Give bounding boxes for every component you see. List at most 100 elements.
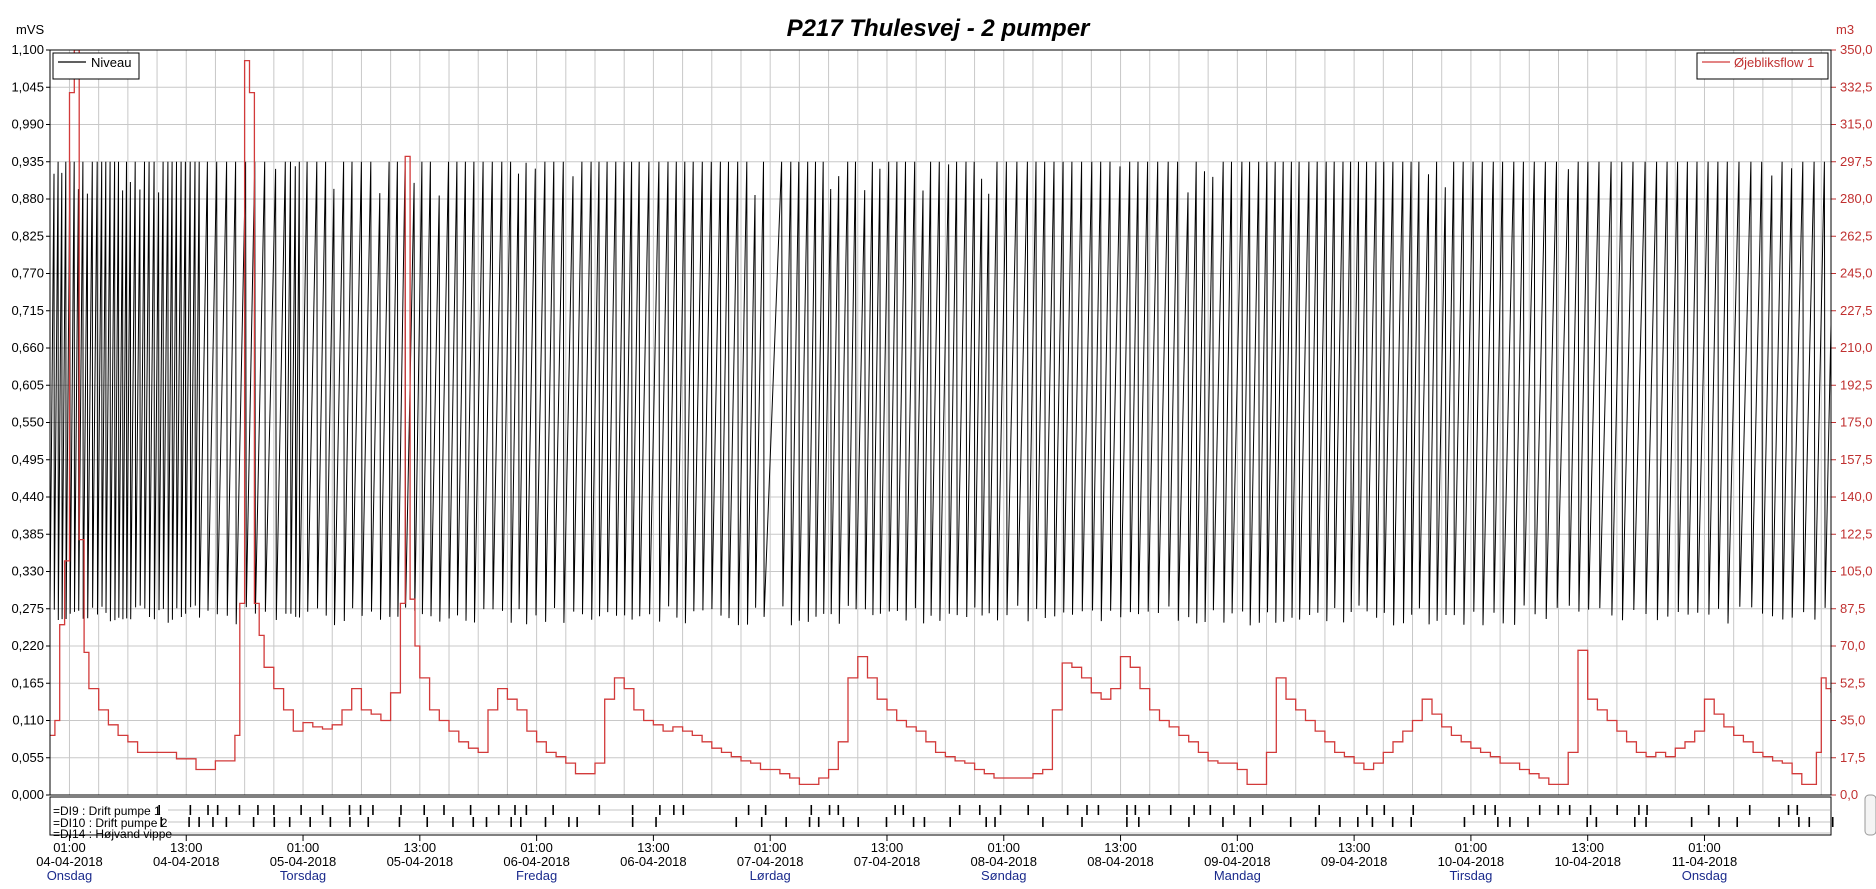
- right-tick-label: 280,0: [1840, 191, 1873, 206]
- x-tick-date: 07-04-2018: [737, 854, 804, 869]
- right-tick-label: 70,0: [1840, 638, 1865, 653]
- right-tick-label: 105,0: [1840, 564, 1873, 579]
- chart-title: P217 Thulesvej - 2 pumper: [787, 15, 1091, 42]
- right-tick-label: 35,0: [1840, 713, 1865, 728]
- di-label-2: =DI10 : Drift pumpe 2: [53, 816, 168, 830]
- left-tick-label: 0,550: [11, 415, 44, 430]
- left-tick-label: 0,715: [11, 303, 44, 318]
- left-tick-label: 0,605: [11, 377, 44, 392]
- left-axis-ticks: 0,000 0,055 0,110 0,165 0,220 0,275 0,330 0,385…: [11, 42, 50, 802]
- x-tick-day: Mandag: [1214, 868, 1261, 883]
- left-tick-label: 0,935: [11, 154, 44, 169]
- legend-label-niveau: Niveau: [91, 55, 131, 70]
- x-tick-time: 13:00: [404, 840, 437, 855]
- x-tick-date: 04-04-2018: [153, 854, 220, 869]
- x-tick-day: Søndag: [981, 868, 1027, 883]
- x-tick-time: 13:00: [637, 840, 670, 855]
- x-tick-date: 07-04-2018: [854, 854, 921, 869]
- x-tick-day: Torsdag: [280, 868, 326, 883]
- x-tick-date: 04-04-2018: [36, 854, 103, 869]
- di-strip-frame: [49, 796, 1832, 836]
- left-tick-label: 0,330: [11, 564, 44, 579]
- legend-label-flow: Øjebliksflow 1: [1734, 55, 1814, 70]
- series-line-niveau: [50, 161, 1831, 626]
- left-tick-label: 0,440: [11, 489, 44, 504]
- x-tick-date: 10-04-2018: [1554, 854, 1621, 869]
- x-tick-time: 01:00: [987, 840, 1020, 855]
- x-tick-date: 09-04-2018: [1321, 854, 1388, 869]
- x-tick-time: 13:00: [1571, 840, 1604, 855]
- di-label-1: =DI9 : Drift pumpe 1: [53, 804, 161, 818]
- plot-frame: [49, 49, 1832, 796]
- left-tick-label: 0,275: [11, 601, 44, 616]
- x-tick-time: 01:00: [1221, 840, 1254, 855]
- x-tick-date: 08-04-2018: [1087, 854, 1154, 869]
- right-axis-unit: m3: [1836, 22, 1854, 37]
- left-tick-label: 1,045: [11, 79, 44, 94]
- left-tick-label: 0,220: [11, 638, 44, 653]
- x-tick-time: 01:00: [754, 840, 787, 855]
- left-tick-label: 0,385: [11, 526, 44, 541]
- x-tick-time: 01:00: [287, 840, 320, 855]
- di-label-3: =DI14 : Højvand vippe: [53, 827, 172, 841]
- right-tick-label: 175,0: [1840, 415, 1873, 430]
- left-tick-label: 0,770: [11, 266, 44, 281]
- scroll-handle[interactable]: [1864, 794, 1876, 836]
- left-tick-label: 1,100: [11, 42, 44, 57]
- x-tick-date: 06-04-2018: [503, 854, 570, 869]
- x-tick-day: Tirsdag: [1449, 868, 1492, 883]
- x-tick-date: 05-04-2018: [270, 854, 337, 869]
- x-tick-time: 01:00: [1455, 840, 1488, 855]
- series-line-flow: [50, 50, 1831, 786]
- di-rows: [168, 809, 1831, 834]
- right-axis-ticks: 0,0 17,5 35,0 52,5 70,0 87,5 105,0 122,5 140,0 15…: [1831, 42, 1873, 802]
- right-tick-label: 245,0: [1840, 266, 1873, 281]
- right-tick-label: 0,0: [1840, 787, 1858, 802]
- left-tick-label: 0,880: [11, 191, 44, 206]
- right-tick-label: 52,5: [1840, 675, 1865, 690]
- x-tick-date: 06-04-2018: [620, 854, 687, 869]
- right-tick-label: 157,5: [1840, 452, 1873, 467]
- left-tick-label: 0,165: [11, 675, 44, 690]
- right-tick-label: 192,5: [1840, 377, 1873, 392]
- left-tick-label: 0,110: [12, 713, 44, 728]
- x-tick-time: 13:00: [871, 840, 904, 855]
- legend-niveau[interactable]: Niveau: [52, 52, 140, 80]
- legend-flow[interactable]: Øjebliksflow 1: [1696, 52, 1829, 80]
- x-tick-date: 05-04-2018: [387, 854, 454, 869]
- right-tick-label: 350,0: [1840, 42, 1873, 57]
- x-axis-ticks: 01:0004-04-2018Onsdag13:0004-04-201801:0…: [36, 835, 1737, 883]
- left-tick-label: 0,055: [11, 750, 44, 765]
- left-tick-label: 0,990: [11, 117, 44, 132]
- left-axis-unit: mVS: [16, 22, 45, 37]
- right-tick-label: 332,5: [1840, 79, 1873, 94]
- x-tick-time: 13:00: [170, 840, 203, 855]
- x-tick-time: 13:00: [1104, 840, 1137, 855]
- x-tick-date: 10-04-2018: [1438, 854, 1505, 869]
- x-tick-time: 13:00: [1338, 840, 1371, 855]
- right-tick-label: 315,0: [1840, 117, 1873, 132]
- left-tick-label: 0,495: [11, 452, 44, 467]
- x-tick-date: 11-04-2018: [1672, 854, 1738, 869]
- right-tick-label: 122,5: [1840, 526, 1873, 541]
- right-tick-label: 140,0: [1840, 489, 1873, 504]
- x-tick-time: 01:00: [53, 840, 86, 855]
- x-tick-day: Onsdag: [47, 868, 93, 883]
- x-tick-day: Fredag: [516, 868, 557, 883]
- right-tick-label: 210,0: [1840, 340, 1873, 355]
- x-tick-day: Lørdag: [750, 868, 791, 883]
- di-marks: [158, 805, 1834, 827]
- x-tick-day: Onsdag: [1682, 868, 1728, 883]
- right-tick-label: 87,5: [1840, 601, 1865, 616]
- left-tick-label: 0,000: [11, 787, 44, 802]
- x-tick-date: 09-04-2018: [1204, 854, 1271, 869]
- right-tick-label: 17,5: [1840, 750, 1865, 765]
- right-tick-label: 262,5: [1840, 228, 1873, 243]
- right-tick-label: 297,5: [1840, 154, 1873, 169]
- left-tick-label: 0,660: [11, 340, 44, 355]
- left-tick-label: 0,825: [11, 228, 44, 243]
- x-tick-time: 01:00: [1688, 840, 1721, 855]
- right-tick-label: 227,5: [1840, 303, 1873, 318]
